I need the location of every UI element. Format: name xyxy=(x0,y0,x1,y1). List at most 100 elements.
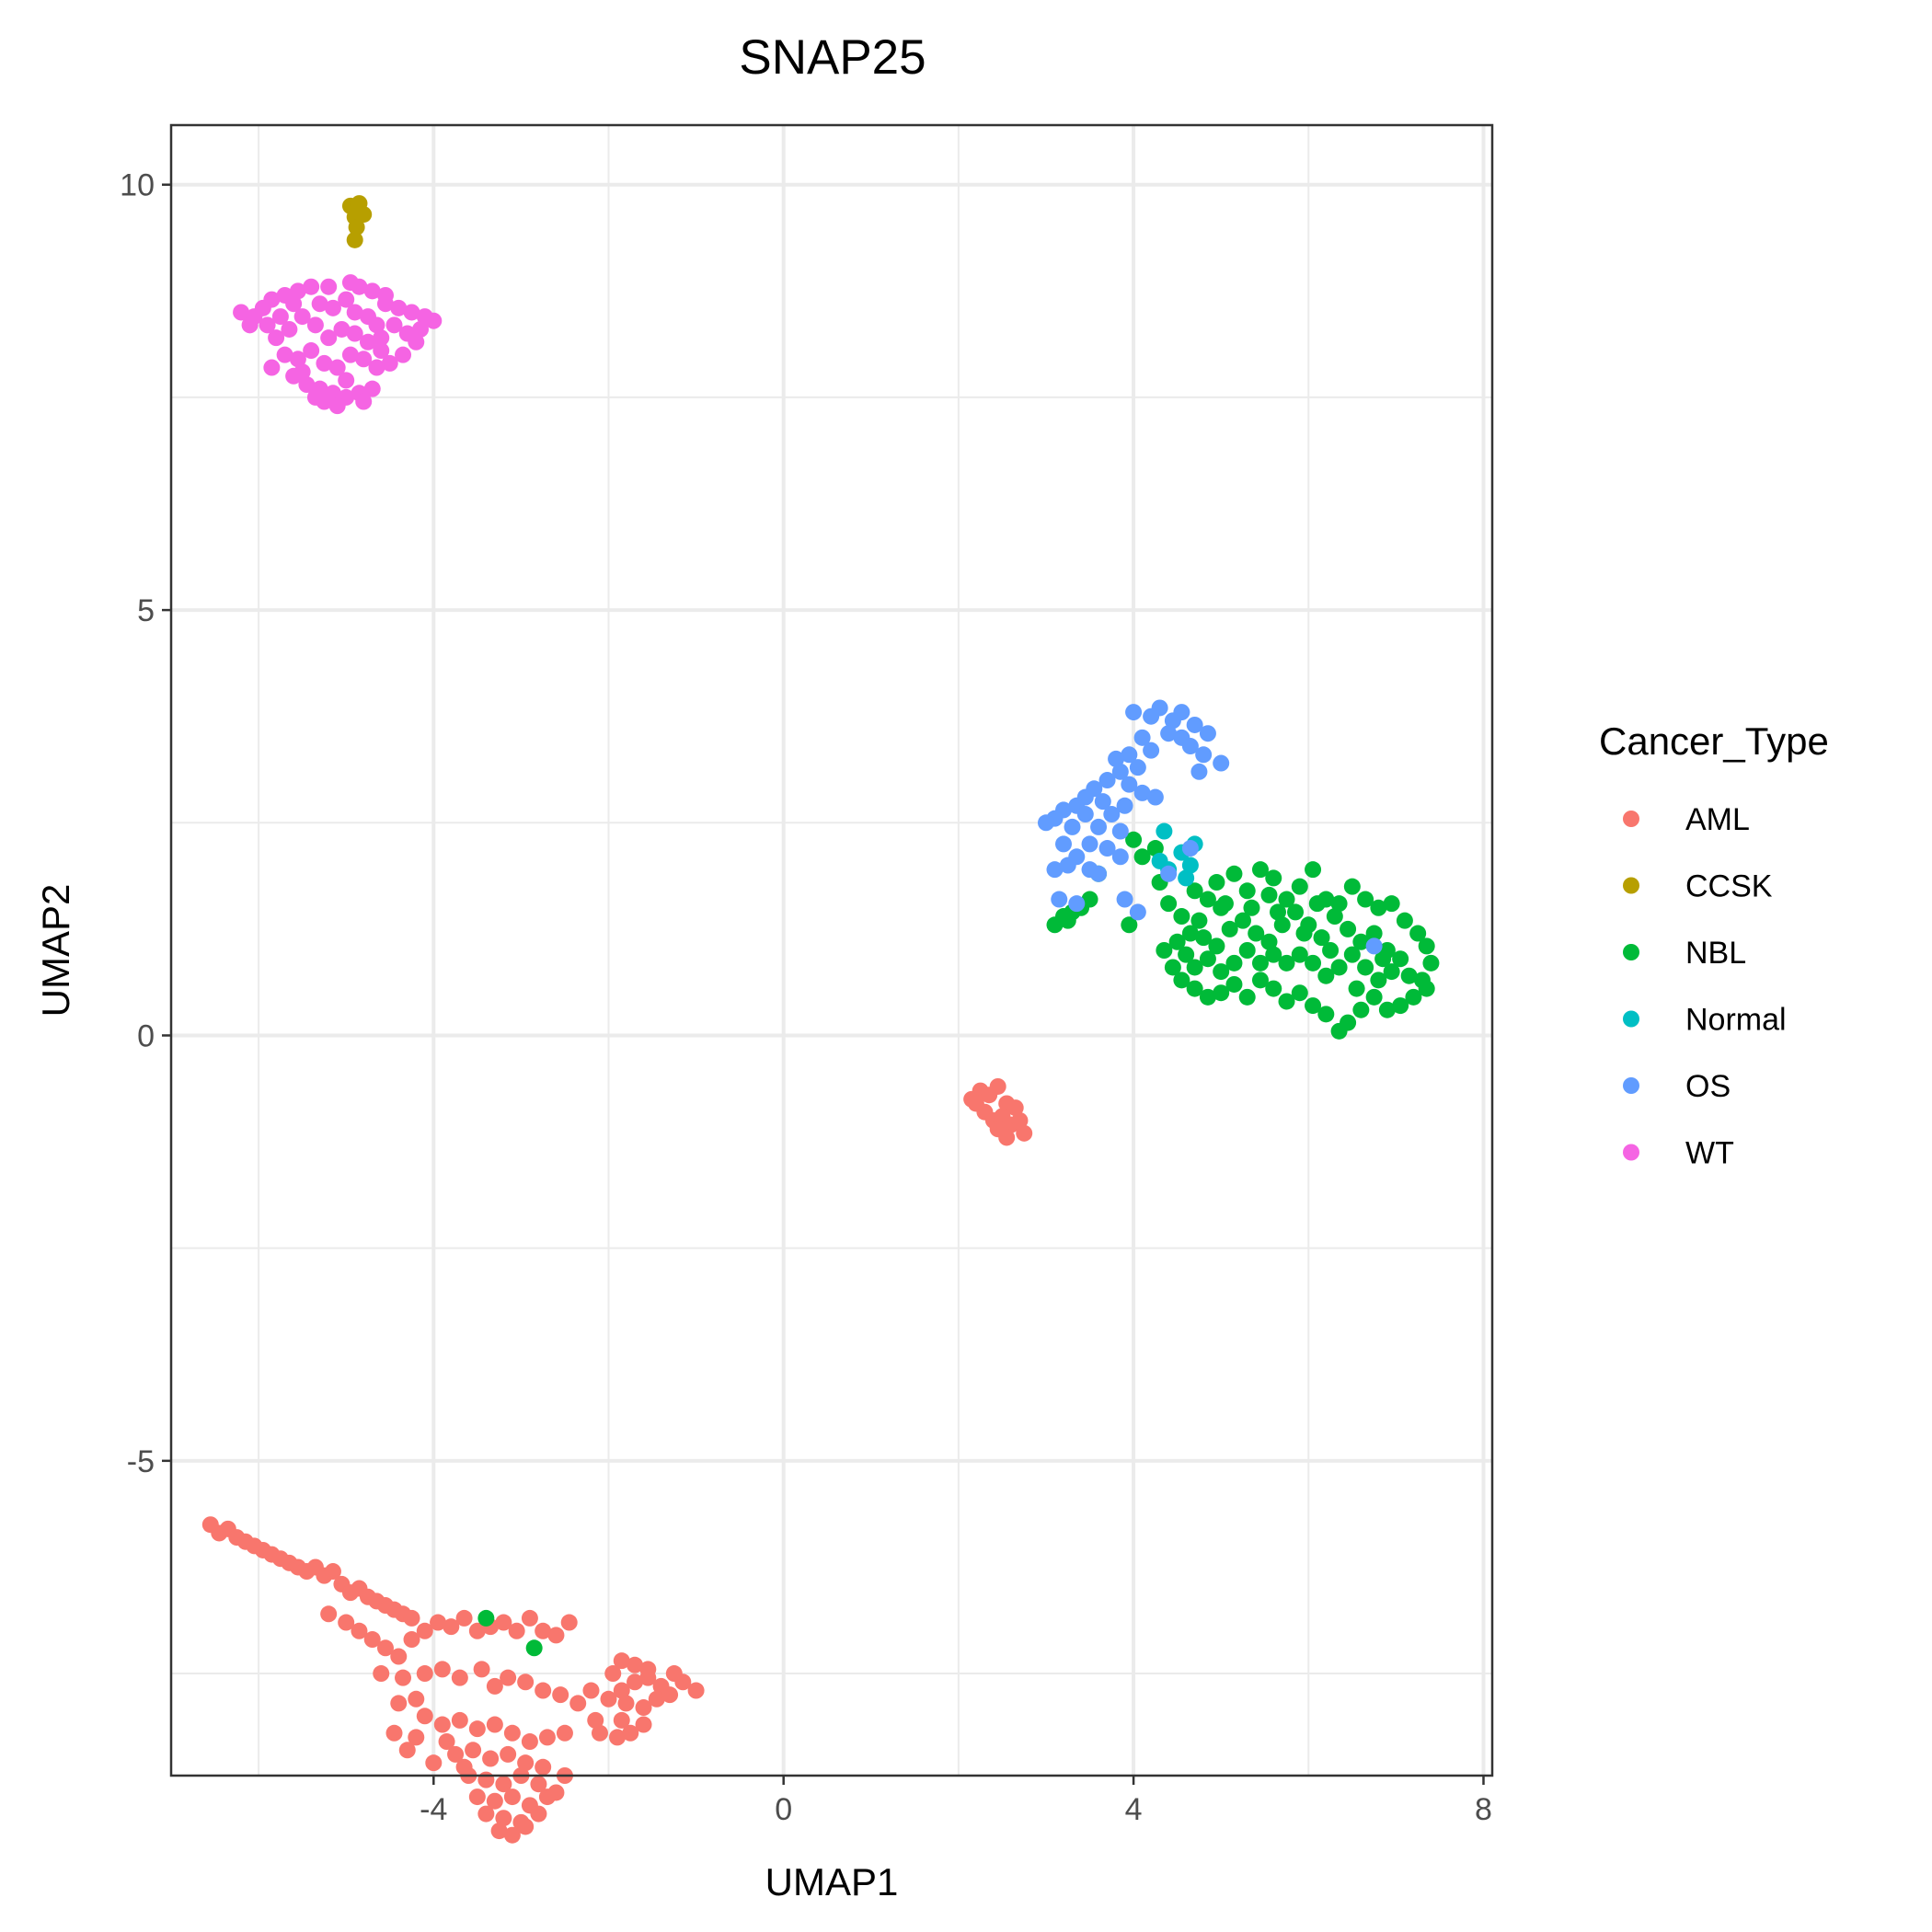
point-aml xyxy=(535,1622,552,1639)
point-nbl xyxy=(1295,925,1313,942)
point-aml xyxy=(455,1758,473,1776)
legend-key-nbl xyxy=(1623,944,1639,960)
point-os xyxy=(1111,848,1129,866)
point-normal xyxy=(1181,857,1199,874)
point-nbl xyxy=(1208,874,1225,891)
point-aml xyxy=(535,1758,552,1776)
point-aml xyxy=(416,1622,433,1639)
x-axis: -4 0 4 8 xyxy=(420,1776,1492,1827)
point-wt xyxy=(341,274,359,292)
point-aml xyxy=(425,1754,443,1772)
point-aml xyxy=(617,1695,635,1712)
point-os xyxy=(1094,793,1111,811)
point-nbl xyxy=(1418,980,1435,997)
point-aml xyxy=(569,1695,587,1712)
point-wt xyxy=(346,325,363,342)
point-aml xyxy=(465,1742,482,1759)
point-wt xyxy=(381,354,398,372)
point-nbl xyxy=(1265,980,1282,997)
point-aml xyxy=(604,1665,622,1683)
legend-key-wt xyxy=(1623,1144,1639,1161)
point-nbl xyxy=(1221,920,1238,937)
point-aml xyxy=(473,1661,490,1678)
point-wt xyxy=(403,304,420,321)
point-aml xyxy=(538,1729,556,1746)
point-aml xyxy=(495,1810,512,1827)
series-wt xyxy=(233,274,443,415)
point-nbl xyxy=(1190,912,1208,929)
point-aml xyxy=(517,1754,535,1772)
point-nbl xyxy=(1400,967,1418,984)
point-os xyxy=(1108,750,1125,767)
point-aml xyxy=(622,1724,639,1742)
point-nbl xyxy=(1160,895,1178,913)
point-aml xyxy=(486,1716,503,1733)
point-wt xyxy=(338,291,355,308)
point-os xyxy=(1160,865,1178,882)
point-os xyxy=(1046,861,1064,879)
point-nbl xyxy=(1238,988,1256,1006)
point-aml xyxy=(521,1609,538,1627)
point-nbl xyxy=(1291,946,1308,963)
point-wt xyxy=(303,278,320,295)
point-nbl xyxy=(1251,861,1269,879)
point-nbl xyxy=(1225,975,1243,993)
point-nbl xyxy=(1186,980,1203,997)
point-wt xyxy=(320,329,338,347)
point-os xyxy=(1133,729,1151,746)
point-nbl xyxy=(1374,950,1392,968)
point-wt xyxy=(324,299,341,316)
point-nbl xyxy=(1330,895,1348,913)
point-wt xyxy=(346,304,363,321)
point-wt xyxy=(293,363,311,381)
point-os xyxy=(1195,746,1213,764)
point-nbl xyxy=(1422,954,1440,972)
point-nbl xyxy=(1081,891,1098,908)
point-wt xyxy=(359,333,376,351)
point-aml xyxy=(989,1077,1006,1095)
legend-item-aml: AML xyxy=(1623,802,1750,837)
point-aml xyxy=(1006,1099,1024,1117)
point-aml xyxy=(517,1818,535,1835)
point-aml xyxy=(468,1788,486,1806)
point-nbl xyxy=(1317,1006,1335,1023)
point-nbl xyxy=(1383,895,1400,913)
legend-key-normal xyxy=(1623,1010,1639,1028)
point-aml xyxy=(490,1823,508,1840)
point-aml xyxy=(451,1711,468,1729)
point-wt xyxy=(271,308,289,326)
legend: Cancer_Type AML CCSK NBL Normal OS WT xyxy=(1599,719,1829,1171)
point-wt xyxy=(259,316,276,334)
point-nbl xyxy=(1225,865,1243,882)
point-aml xyxy=(613,1652,630,1670)
data-points xyxy=(201,195,1440,1844)
point-normal xyxy=(1178,869,1195,887)
point-nbl xyxy=(1199,988,1216,1006)
point-aml xyxy=(503,1788,521,1806)
point-aml xyxy=(635,1716,652,1733)
legend-item-nbl: NBL xyxy=(1623,936,1746,971)
point-nbl xyxy=(1352,933,1370,950)
point-nbl xyxy=(1313,929,1330,947)
point-nbl xyxy=(1238,942,1256,959)
point-os xyxy=(1051,891,1068,908)
point-wt xyxy=(376,286,394,304)
point-wt xyxy=(363,282,381,300)
point-aml xyxy=(535,1682,552,1699)
point-nbl xyxy=(1278,891,1295,908)
point-aml xyxy=(521,1733,538,1751)
series-aml xyxy=(201,1077,1033,1844)
point-aml xyxy=(373,1665,390,1683)
legend-title: Cancer_Type xyxy=(1599,719,1829,763)
point-os xyxy=(1076,806,1094,823)
series-nbl xyxy=(477,831,1440,1657)
point-wt xyxy=(363,380,381,397)
x-tick-label: 0 xyxy=(775,1792,792,1827)
point-nbl xyxy=(1125,831,1143,848)
point-nbl xyxy=(1291,984,1308,1002)
legend-label: OS xyxy=(1685,1069,1731,1104)
point-aml xyxy=(486,1677,503,1695)
point-wt xyxy=(311,295,328,313)
point-aml xyxy=(500,1669,517,1686)
point-wt xyxy=(390,299,408,316)
